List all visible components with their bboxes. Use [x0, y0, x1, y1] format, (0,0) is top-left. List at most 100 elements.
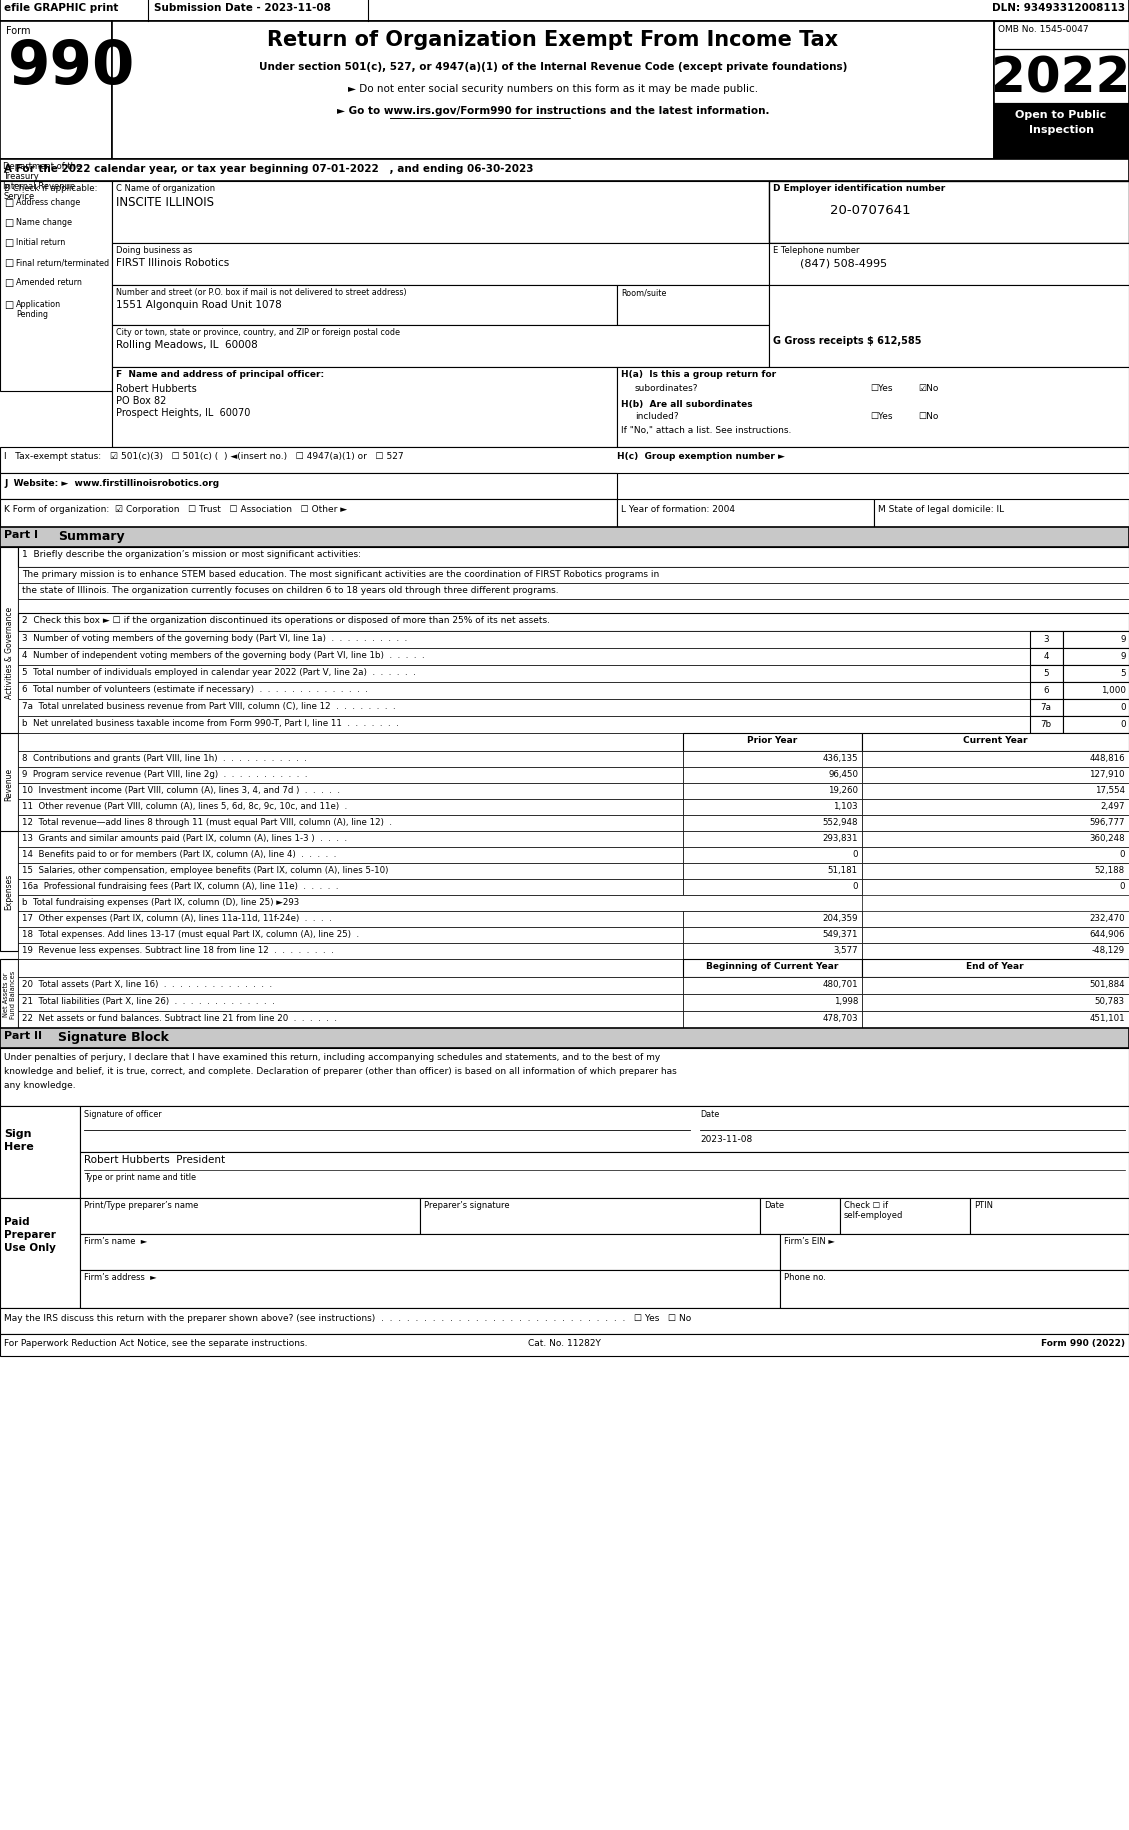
- Bar: [683, 783, 863, 800]
- Text: Robert Hubberts: Robert Hubberts: [116, 384, 196, 393]
- Text: Summary: Summary: [58, 529, 124, 544]
- Bar: [80, 1153, 1129, 1199]
- Text: Revenue: Revenue: [5, 767, 14, 800]
- Text: 16a  Professional fundraising fees (Part IX, column (A), line 11e)  .  .  .  .  : 16a Professional fundraising fees (Part …: [21, 882, 339, 891]
- Bar: [1030, 683, 1064, 699]
- Bar: [0, 831, 18, 952]
- Text: 0: 0: [1120, 882, 1124, 891]
- Text: Inspection: Inspection: [1029, 124, 1094, 135]
- Text: Here: Here: [5, 1142, 34, 1151]
- Text: Current Year: Current Year: [963, 736, 1027, 745]
- Text: Type or print name and title: Type or print name and title: [84, 1173, 196, 1182]
- Text: 19  Revenue less expenses. Subtract line 18 from line 12  .  .  .  .  .  .  .  .: 19 Revenue less expenses. Subtract line …: [21, 946, 334, 955]
- Bar: [769, 285, 1129, 368]
- Text: 2  Check this box ► ☐ if the organization discontinued its operations or dispose: 2 Check this box ► ☐ if the organization…: [21, 615, 550, 624]
- Bar: [0, 547, 18, 758]
- Text: 4  Number of independent voting members of the governing body (Part VI, line 1b): 4 Number of independent voting members o…: [21, 651, 425, 659]
- Bar: [683, 831, 863, 847]
- Bar: [1030, 699, 1064, 717]
- Text: 15  Salaries, other compensation, employee benefits (Part IX, column (A), lines : 15 Salaries, other compensation, employe…: [21, 866, 388, 875]
- Bar: [18, 911, 683, 928]
- Text: Beginning of Current Year: Beginning of Current Year: [706, 961, 838, 970]
- Text: □: □: [5, 258, 14, 267]
- Text: 2022: 2022: [991, 53, 1129, 102]
- Bar: [863, 800, 1129, 816]
- Text: 6  Total number of volunteers (estimate if necessary)  .  .  .  .  .  .  .  .  .: 6 Total number of volunteers (estimate i…: [21, 684, 368, 694]
- Bar: [18, 977, 683, 994]
- Text: 51,181: 51,181: [828, 866, 858, 875]
- Text: ☐No: ☐No: [918, 412, 938, 421]
- Text: K Form of organization:  ☑ Corporation   ☐ Trust   ☐ Association   ☐ Other ►: K Form of organization: ☑ Corporation ☐ …: [5, 505, 347, 514]
- Bar: [863, 752, 1129, 767]
- Text: 17  Other expenses (Part IX, column (A), lines 11a-11d, 11f-24e)  .  .  .  .: 17 Other expenses (Part IX, column (A), …: [21, 913, 332, 922]
- Bar: [18, 895, 863, 911]
- Bar: [80, 1107, 1129, 1153]
- Text: 9: 9: [1120, 635, 1126, 644]
- Text: 1  Briefly describe the organization’s mission or most significant activities:: 1 Briefly describe the organization’s mi…: [21, 549, 361, 558]
- Bar: [683, 928, 863, 944]
- Text: The primary mission is to enhance STEM based education. The most significant act: The primary mission is to enhance STEM b…: [21, 569, 659, 578]
- Text: Internal Revenue: Internal Revenue: [3, 181, 76, 190]
- Text: 1551 Algonquin Road Unit 1078: 1551 Algonquin Road Unit 1078: [116, 300, 282, 309]
- Text: 644,906: 644,906: [1089, 930, 1124, 939]
- Bar: [18, 600, 1129, 613]
- Bar: [0, 1308, 1129, 1334]
- Text: 7a: 7a: [1041, 703, 1051, 712]
- Text: Firm’s address  ►: Firm’s address ►: [84, 1272, 157, 1281]
- Bar: [683, 911, 863, 928]
- Bar: [1064, 717, 1129, 734]
- Bar: [760, 1199, 840, 1233]
- Text: ☑ 501(c)(3)   ☐ 501(c) (  ) ◄(insert no.)   ☐ 4947(a)(1) or   ☐ 527: ☑ 501(c)(3) ☐ 501(c) ( ) ◄(insert no.) ☐…: [110, 452, 404, 461]
- Text: 9: 9: [1120, 651, 1126, 661]
- Bar: [994, 104, 1129, 159]
- Text: Room/suite: Room/suite: [621, 287, 666, 296]
- Bar: [0, 1334, 1129, 1356]
- Text: M State of legal domicile: IL: M State of legal domicile: IL: [878, 505, 1004, 514]
- Text: 20  Total assets (Part X, line 16)  .  .  .  .  .  .  .  .  .  .  .  .  .  .: 20 Total assets (Part X, line 16) . . . …: [21, 979, 272, 988]
- Text: 5: 5: [1043, 668, 1049, 677]
- Bar: [18, 613, 1129, 631]
- Bar: [863, 977, 1129, 994]
- Text: J  Website: ►  www.firstillinoisrobotics.org: J Website: ► www.firstillinoisrobotics.o…: [5, 479, 219, 489]
- Text: Under section 501(c), 527, or 4947(a)(1) of the Internal Revenue Code (except pr: Under section 501(c), 527, or 4947(a)(1)…: [259, 62, 847, 71]
- Text: DLN: 93493312008113: DLN: 93493312008113: [992, 4, 1124, 13]
- Bar: [0, 1028, 1129, 1049]
- Text: 20-0707641: 20-0707641: [830, 203, 911, 218]
- Bar: [874, 500, 1129, 527]
- Text: Initial return: Initial return: [16, 238, 65, 247]
- Bar: [780, 1233, 1129, 1270]
- Text: □: □: [5, 278, 14, 287]
- Bar: [18, 944, 683, 959]
- Text: 1,998: 1,998: [833, 997, 858, 1005]
- Bar: [18, 584, 1129, 600]
- Bar: [112, 368, 618, 448]
- Bar: [0, 1199, 80, 1308]
- Text: any knowledge.: any knowledge.: [5, 1080, 76, 1089]
- Text: b  Total fundraising expenses (Part IX, column (D), line 25) ►293: b Total fundraising expenses (Part IX, c…: [21, 897, 299, 906]
- Text: Date: Date: [764, 1200, 785, 1210]
- Bar: [1064, 666, 1129, 683]
- Bar: [683, 1012, 863, 1028]
- Bar: [0, 181, 112, 392]
- Bar: [1030, 717, 1064, 734]
- Text: E Telephone number: E Telephone number: [773, 245, 859, 254]
- Text: 4: 4: [1043, 651, 1049, 661]
- Text: □: □: [5, 218, 14, 229]
- Text: 17,554: 17,554: [1095, 785, 1124, 794]
- Bar: [18, 994, 683, 1012]
- Text: FIRST Illinois Robotics: FIRST Illinois Robotics: [116, 258, 229, 267]
- Bar: [683, 847, 863, 864]
- Bar: [863, 911, 1129, 928]
- Text: 14  Benefits paid to or for members (Part IX, column (A), line 4)  .  .  .  .  .: 14 Benefits paid to or for members (Part…: [21, 849, 336, 858]
- Bar: [18, 717, 1030, 734]
- Bar: [683, 752, 863, 767]
- Text: 204,359: 204,359: [823, 913, 858, 922]
- Bar: [863, 864, 1129, 880]
- Text: H(a)  Is this a group return for: H(a) Is this a group return for: [621, 370, 776, 379]
- Bar: [18, 847, 683, 864]
- Text: Sign: Sign: [5, 1129, 32, 1138]
- Bar: [769, 243, 1129, 285]
- Text: 293,831: 293,831: [823, 833, 858, 842]
- Text: Service: Service: [3, 192, 34, 201]
- Text: Preparer’s signature: Preparer’s signature: [425, 1200, 509, 1210]
